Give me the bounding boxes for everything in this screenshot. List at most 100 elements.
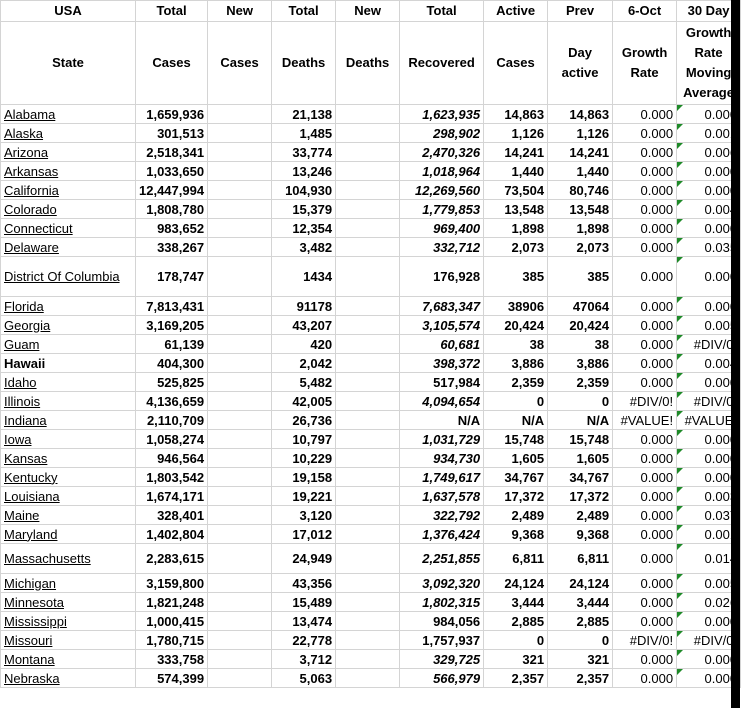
cell-total-deaths[interactable]: 12,354 [271, 218, 337, 238]
cell-state[interactable]: Maryland [0, 524, 136, 544]
cell-growth-rate[interactable]: 0.000 [612, 180, 678, 200]
cell-total-deaths[interactable]: 22,778 [271, 630, 337, 650]
cell-new-cases[interactable] [207, 505, 273, 525]
cell-total-cases[interactable]: 178,747 [134, 256, 209, 297]
cell-active-cases[interactable]: 2,489 [483, 505, 549, 525]
cell-state[interactable]: District Of Columbia [0, 256, 136, 297]
cell-active-cases[interactable]: 14,241 [483, 142, 549, 162]
header-total-recovered[interactable]: Total [399, 0, 485, 22]
cell-total-cases[interactable]: 946,564 [134, 448, 209, 468]
cell-active-cases[interactable]: 15,748 [483, 429, 549, 449]
cell-new-deaths[interactable] [335, 123, 401, 143]
cell-total-recovered[interactable]: 1,757,937 [399, 630, 485, 650]
cell-new-deaths[interactable] [335, 161, 401, 181]
cell-total-cases[interactable]: 1,674,171 [134, 486, 209, 506]
cell-new-cases[interactable] [207, 142, 273, 162]
state-link[interactable]: Arkansas [4, 163, 59, 179]
cell-state[interactable]: Michigan [0, 573, 136, 593]
cell-new-deaths[interactable] [335, 104, 401, 124]
cell-active-cases[interactable]: 2,073 [483, 237, 549, 257]
cell-new-cases[interactable] [207, 467, 273, 487]
cell-total-recovered[interactable]: 322,792 [399, 505, 485, 525]
cell-total-recovered[interactable]: 984,056 [399, 611, 485, 631]
cell-active-cases[interactable]: 34,767 [483, 467, 549, 487]
cell-active-cases[interactable]: 20,424 [483, 315, 549, 335]
state-link[interactable]: Iowa [4, 431, 32, 447]
cell-new-cases[interactable] [207, 611, 273, 631]
cell-total-deaths[interactable]: 17,012 [271, 524, 337, 544]
cell-prev-day-active[interactable]: 0 [547, 630, 614, 650]
cell-state[interactable]: Kansas [0, 448, 136, 468]
cell-state[interactable]: Florida [0, 296, 136, 316]
cell-active-cases[interactable]: 38 [483, 334, 549, 354]
cell-total-recovered[interactable]: 3,105,574 [399, 315, 485, 335]
cell-prev-day-active[interactable]: 2,073 [547, 237, 614, 257]
header-new-cases[interactable]: New [207, 0, 273, 22]
cell-total-cases[interactable]: 2,110,709 [134, 410, 209, 430]
cell-active-cases[interactable]: 24,124 [483, 573, 549, 593]
cell-active-cases[interactable]: 73,504 [483, 180, 549, 200]
state-link[interactable]: Minnesota [4, 594, 64, 610]
cell-total-cases[interactable]: 2,518,341 [134, 142, 209, 162]
cell-total-recovered[interactable]: 60,681 [399, 334, 485, 354]
cell-prev-day-active[interactable]: 80,746 [547, 180, 614, 200]
cell-new-deaths[interactable] [335, 592, 401, 612]
cell-total-deaths[interactable]: 1434 [271, 256, 337, 297]
cell-total-cases[interactable]: 1,821,248 [134, 592, 209, 612]
cell-growth-rate[interactable]: 0.000 [612, 237, 678, 257]
cell-new-cases[interactable] [207, 218, 273, 238]
cell-new-deaths[interactable] [335, 505, 401, 525]
header-total-deaths[interactable]: Total [271, 0, 337, 22]
cell-growth-rate[interactable]: 0.000 [612, 372, 678, 392]
cell-moving-average[interactable]: 0.035 [676, 237, 742, 257]
cell-new-cases[interactable] [207, 668, 273, 688]
cell-state[interactable]: Massachusetts [0, 543, 136, 574]
cell-total-deaths[interactable]: 104,930 [271, 180, 337, 200]
cell-total-cases[interactable]: 301,513 [134, 123, 209, 143]
header-new-deaths[interactable]: Deaths [335, 21, 401, 105]
cell-state[interactable]: Iowa [0, 429, 136, 449]
cell-active-cases[interactable]: N/A [483, 410, 549, 430]
cell-new-deaths[interactable] [335, 668, 401, 688]
cell-new-cases[interactable] [207, 256, 273, 297]
cell-moving-average[interactable]: 0.000 [676, 256, 742, 297]
cell-new-cases[interactable] [207, 573, 273, 593]
cell-new-cases[interactable] [207, 649, 273, 669]
cell-active-cases[interactable]: 0 [483, 391, 549, 411]
cell-active-cases[interactable]: 385 [483, 256, 549, 297]
state-link[interactable]: Hawaii [4, 355, 46, 371]
cell-moving-average[interactable]: #DIV/0! [676, 391, 742, 411]
cell-total-recovered[interactable]: 1,376,424 [399, 524, 485, 544]
cell-growth-rate[interactable]: 0.000 [612, 486, 678, 506]
cell-growth-rate[interactable]: 0.000 [612, 448, 678, 468]
cell-state[interactable]: Connecticut [0, 218, 136, 238]
cell-total-deaths[interactable]: 10,797 [271, 429, 337, 449]
cell-prev-day-active[interactable]: 15,748 [547, 429, 614, 449]
cell-total-cases[interactable]: 1,659,936 [134, 104, 209, 124]
cell-new-deaths[interactable] [335, 296, 401, 316]
cell-total-cases[interactable]: 1,058,274 [134, 429, 209, 449]
cell-new-deaths[interactable] [335, 256, 401, 297]
state-link[interactable]: Connecticut [4, 220, 73, 236]
cell-new-cases[interactable] [207, 353, 273, 373]
cell-total-deaths[interactable]: 13,474 [271, 611, 337, 631]
cell-new-cases[interactable] [207, 161, 273, 181]
cell-new-cases[interactable] [207, 104, 273, 124]
cell-growth-rate[interactable]: 0.000 [612, 467, 678, 487]
header-prev-day-active[interactable]: Day active [547, 21, 614, 105]
state-link[interactable]: Massachusetts [4, 551, 91, 566]
cell-new-deaths[interactable] [335, 199, 401, 219]
cell-growth-rate[interactable]: 0.000 [612, 543, 678, 574]
cell-total-recovered[interactable]: 4,094,654 [399, 391, 485, 411]
cell-state[interactable]: Nebraska [0, 668, 136, 688]
cell-state[interactable]: Missouri [0, 630, 136, 650]
cell-prev-day-active[interactable]: 2,885 [547, 611, 614, 631]
cell-new-deaths[interactable] [335, 218, 401, 238]
cell-state[interactable]: Alaska [0, 123, 136, 143]
cell-total-cases[interactable]: 12,447,994 [134, 180, 209, 200]
cell-state[interactable]: Georgia [0, 315, 136, 335]
header-state[interactable]: USA [0, 0, 136, 22]
cell-new-cases[interactable] [207, 543, 273, 574]
cell-total-recovered[interactable]: 332,712 [399, 237, 485, 257]
cell-new-cases[interactable] [207, 123, 273, 143]
